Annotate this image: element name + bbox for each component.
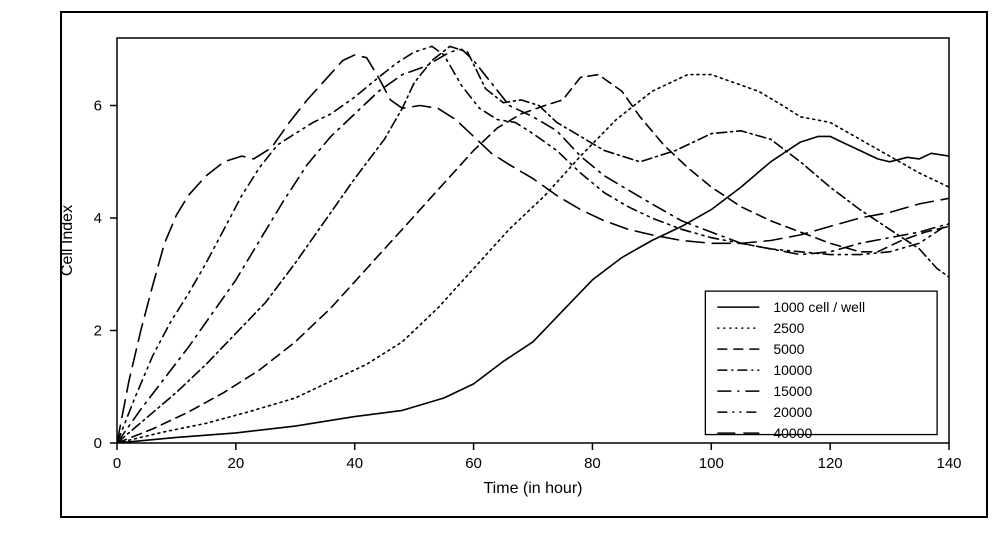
legend-label: 15000	[773, 383, 812, 399]
y-axis-label: Cell Index	[59, 205, 76, 276]
x-tick-label: 120	[818, 455, 843, 472]
x-tick-label: 80	[584, 455, 601, 472]
legend-label: 5000	[773, 341, 804, 357]
legend: 1000 cell / well 2500 5000 10000 15000 20000 4…	[705, 291, 937, 441]
x-tick-label: 60	[465, 455, 482, 472]
legend-label: 10000	[773, 362, 812, 378]
x-tick-label: 140	[936, 455, 961, 472]
x-tick-label: 20	[228, 455, 245, 472]
x-tick-label: 100	[699, 455, 724, 472]
x-tick-label: 0	[113, 455, 121, 472]
y-tick-label: 0	[94, 435, 102, 452]
y-tick-label: 2	[94, 323, 102, 340]
legend-label: 40000	[773, 425, 812, 441]
y-tick-label: 6	[94, 98, 102, 115]
legend-label: 2500	[773, 320, 804, 336]
x-axis-label: Time (in hour)	[484, 480, 583, 497]
x-tick-label: 40	[346, 455, 363, 472]
cell-index-chart: 0 20 40 60 80 100 120 140 Time (in hour) 0 2 4 6 Cell…	[0, 0, 1000, 534]
legend-label: 20000	[773, 404, 812, 420]
y-tick-label: 4	[94, 210, 102, 227]
legend-label: 1000 cell / well	[773, 299, 865, 315]
